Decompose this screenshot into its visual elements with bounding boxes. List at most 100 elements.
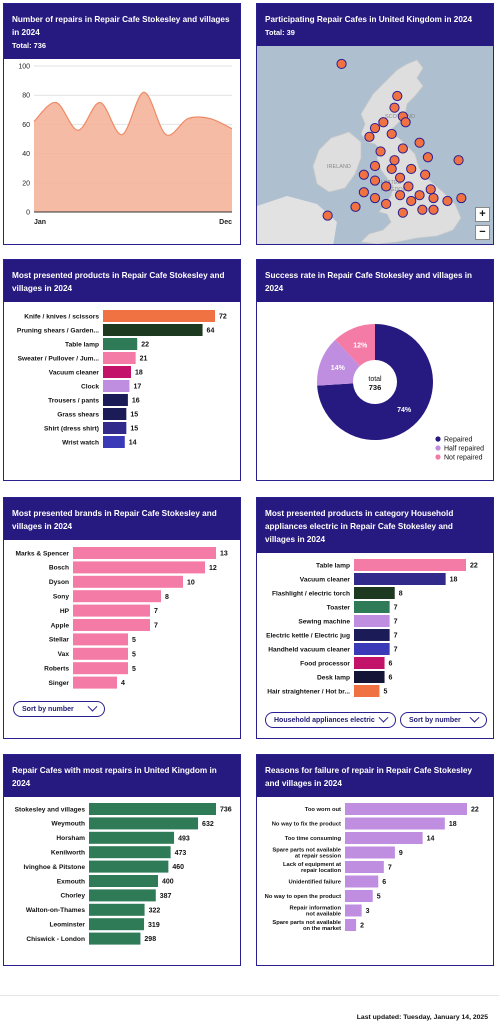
- value-label: 15: [130, 412, 138, 419]
- card-title: Number of repairs in Repair Cafe Stokesl…: [12, 15, 230, 37]
- category-label: Ivinghoe & Pitstone: [23, 864, 85, 871]
- bar: [73, 604, 150, 617]
- bar: [73, 590, 161, 603]
- uk-map[interactable]: SCOTLANDIRELANDUNITEDKINGDOM: [257, 46, 494, 245]
- card-title: Most presented brands in Repair Cafe Sto…: [12, 509, 217, 531]
- bar: [89, 831, 175, 844]
- bar: [345, 875, 379, 888]
- repair-cafe-marker: [417, 204, 428, 215]
- value-label: 5: [132, 637, 136, 644]
- category-label: Horsham: [56, 835, 85, 842]
- repair-cafe-marker: [369, 175, 381, 186]
- area-line: [33, 91, 233, 136]
- map-label-ireland: IRELAND: [327, 164, 351, 170]
- repair-cafe-marker: [358, 187, 369, 198]
- bar: [73, 575, 183, 588]
- legend-label: Half repaired: [444, 446, 484, 453]
- bar: [345, 919, 357, 931]
- category-label: Stokesley and villages: [15, 806, 86, 813]
- repair-cafe-marker: [456, 192, 467, 204]
- card-header: Most presented products in category Hous…: [257, 498, 493, 553]
- failure-bar-chart[interactable]: Too worn out 22 No way to fix the product 1…: [257, 797, 494, 966]
- products-bar-chart[interactable]: Knife / knives / scissors 72 Pruning shear…: [4, 302, 241, 481]
- bar: [103, 380, 130, 392]
- repair-cafe-marker: [364, 131, 375, 142]
- repairs-area-chart[interactable]: 0 20 40 60 80 100 Jan Dec: [4, 52, 241, 245]
- repair-cafe-marker: [414, 190, 425, 201]
- value-label: 6: [389, 661, 393, 668]
- value-label: 298: [144, 936, 156, 943]
- category-label: Wrist watch: [62, 439, 99, 446]
- bar: [103, 408, 127, 420]
- value-label: 22: [470, 563, 478, 570]
- cafes-bar-chart[interactable]: Stokesley and villages 736 Weymouth 632 Hors…: [4, 797, 241, 966]
- y-tick-label: 80: [22, 93, 30, 100]
- y-tick-label: 60: [22, 122, 30, 129]
- value-label: 7: [388, 865, 392, 872]
- category-label: Electric kettle / Electric jug: [266, 632, 350, 639]
- map-label-united: UNITED: [381, 180, 402, 186]
- category-label: Too worn out: [305, 807, 341, 813]
- category-label: Handheld vacuum cleaner: [268, 646, 350, 653]
- card-header: Success rate in Repair Cafe Stokesley an…: [257, 260, 493, 302]
- value-label: 13: [220, 551, 228, 558]
- bar: [73, 647, 128, 660]
- card-title: Success rate in Repair Cafe Stokesley an…: [265, 271, 473, 293]
- repair-cafe-marker: [397, 207, 408, 218]
- category-label: Leominster: [49, 922, 85, 929]
- household-sort-dropdown[interactable]: Sort by number: [400, 712, 487, 728]
- value-label: 5: [383, 689, 387, 696]
- legend-swatch: [435, 436, 441, 442]
- category-label: Clock: [81, 383, 99, 390]
- value-label: 5: [377, 894, 381, 901]
- last-updated: Last updated: Tuesday, January 14, 2025: [356, 1014, 488, 1021]
- value-label: 4: [121, 680, 125, 687]
- category-label: Trousers / pants: [48, 397, 99, 404]
- zoom-in-button[interactable]: +: [475, 207, 490, 222]
- bar: [345, 832, 423, 844]
- brands-sort-dropdown[interactable]: Sort by number: [13, 701, 105, 717]
- map-label-kingdom: KINGDOM: [381, 187, 408, 193]
- repair-cafe-marker: [381, 181, 392, 192]
- category-label: Flashlight / electric torch: [272, 590, 350, 597]
- category-label: Repair information: [289, 905, 341, 911]
- value-label: 7: [394, 619, 398, 626]
- value-label: 400: [162, 879, 174, 886]
- bar: [354, 587, 395, 599]
- card-title: Participating Repair Cafes in United Kin…: [265, 15, 473, 24]
- category-label: Table lamp: [316, 562, 350, 569]
- repair-cafe-marker: [386, 163, 397, 175]
- category-label: on the market: [303, 926, 341, 932]
- value-label: 5: [132, 651, 136, 658]
- category-label: Too time consuming: [285, 836, 342, 842]
- value-label: 18: [449, 821, 457, 828]
- bar: [345, 861, 384, 873]
- donut-center-value: 736: [369, 383, 382, 392]
- category-label: Vacuum cleaner: [300, 576, 351, 583]
- repair-cafe-marker: [392, 90, 403, 102]
- bar: [354, 629, 390, 641]
- category-label: Spare parts not available: [272, 920, 341, 926]
- category-label: Weymouth: [51, 821, 85, 828]
- value-label: 7: [154, 623, 158, 630]
- zoom-out-button[interactable]: −: [475, 225, 490, 240]
- legend-label: Repaired: [444, 437, 473, 444]
- brands-bar-chart[interactable]: Marks & Spencer 13 Bosch 12 Dyson 10 Sony 8 HP 7 A…: [4, 540, 241, 700]
- bar: [103, 310, 215, 322]
- value-label: 22: [141, 342, 149, 349]
- card-header: Reasons for failure of repair in Repair …: [257, 755, 493, 797]
- y-tick-label: 0: [26, 210, 30, 217]
- products-card: Most presented products in Repair Cafe S…: [3, 259, 241, 481]
- category-label: Vax: [58, 651, 70, 658]
- repair-cafe-marker: [406, 163, 417, 175]
- category-dropdown[interactable]: Household appliances electric: [265, 712, 396, 728]
- category-label: Knife / knives / scissors: [24, 313, 99, 320]
- category-label: Household appliances electric: [274, 716, 375, 724]
- category-label: Apple: [51, 622, 70, 629]
- card-total: Total: 736: [12, 41, 46, 50]
- category-label: Bosch: [49, 565, 69, 572]
- value-label: 18: [135, 370, 143, 377]
- value-label: 8: [165, 594, 169, 601]
- household-bar-chart[interactable]: Table lamp 22 Vacuum cleaner 18 Flashlight /…: [257, 552, 494, 712]
